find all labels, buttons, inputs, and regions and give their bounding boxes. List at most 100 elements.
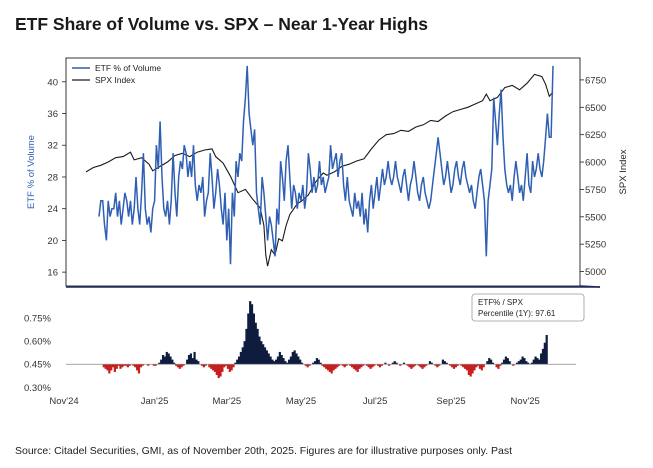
percentile-bar-pos — [445, 362, 448, 365]
legend-etf-label: ETF % of Volume — [95, 63, 161, 73]
percentile-bar-neg — [380, 364, 383, 366]
percentile-bar-neg — [117, 364, 120, 366]
percentile-bar-neg — [115, 364, 118, 369]
percentile-bar-pos — [541, 348, 545, 365]
percentile-bar-pos — [508, 361, 511, 365]
percentile-bar-pos — [287, 359, 291, 365]
percentile-bar-pos — [486, 361, 489, 365]
percentile-bar-neg — [473, 364, 476, 371]
percentile-bar-pos — [488, 358, 491, 365]
percentile-bar-pos — [402, 362, 406, 365]
percentile-bar-neg — [121, 364, 124, 368]
annotation-line-1: ETF% / SPX — [478, 298, 524, 307]
percentile-bar-pos — [165, 351, 168, 365]
percentile-bar-pos — [262, 344, 265, 365]
right-tick-label: 6750 — [585, 75, 606, 86]
chart-title: ETF Share of Volume vs. SPX – Near 1-Yea… — [15, 14, 429, 34]
x-axis: Nov'24 Jan'25 Mar'25 May'25 Jul'25 Sep'25 Nov'… — [49, 396, 539, 407]
percentile-bar-pos — [237, 356, 241, 365]
percentile-bar-neg — [123, 364, 126, 366]
percentile-bar-neg — [152, 364, 155, 366]
top-plot-frame — [65, 57, 581, 287]
percentile-bar-neg — [462, 364, 465, 368]
percentile-bar-neg — [367, 364, 370, 368]
y2-axis-label: SPX Index — [618, 149, 629, 194]
percentile-bar-neg — [321, 364, 324, 366]
percentile-bar-neg — [224, 364, 228, 366]
percentile-bar-pos — [525, 361, 528, 365]
percentile-bar-neg — [204, 364, 207, 366]
percentile-bar-neg — [136, 364, 139, 371]
percentile-bar-neg — [419, 364, 422, 368]
percentile-tick-label: 0.60% — [24, 337, 51, 348]
left-tick-label: 16 — [47, 268, 58, 279]
percentile-bar-pos — [540, 353, 543, 365]
percentile-bar-pos — [430, 362, 433, 365]
percentile-bar-neg — [113, 364, 117, 372]
percentile-bar-neg — [343, 364, 346, 368]
percentile-bar-neg — [230, 364, 233, 371]
percentile-bar-neg — [399, 364, 402, 366]
percentile-bar-pos — [245, 328, 248, 365]
percentile-bar-pos — [391, 362, 394, 365]
percentile-bar-neg — [328, 364, 331, 372]
percentile-bar-neg — [460, 364, 463, 366]
percentile-bar-neg — [345, 364, 348, 366]
percentile-bar-neg — [412, 364, 415, 368]
legend-spx-label: SPX Index — [95, 75, 136, 85]
percentile-bar-pos — [523, 358, 526, 365]
percentile-bar-pos — [273, 361, 276, 365]
percentile-bar-neg — [126, 364, 129, 368]
percentile-bar-pos — [534, 356, 537, 365]
percentile-bar-neg — [174, 364, 178, 366]
percentile-bar-neg — [108, 364, 111, 374]
percentile-bar-neg — [410, 364, 413, 369]
percentile-bar-pos — [163, 356, 167, 365]
percentile-bar-pos — [247, 313, 250, 365]
top-plot-border — [65, 57, 581, 287]
percentile-bar-neg — [438, 364, 441, 366]
percentile-bar-pos — [191, 358, 194, 365]
x-tick-label: May'25 — [286, 396, 316, 407]
percentile-bar-neg — [451, 364, 454, 368]
percentile-bar-neg — [200, 364, 204, 366]
percentile-bar-pos — [297, 356, 300, 365]
percentile-bar-pos — [269, 356, 272, 365]
percentile-bar-pos — [275, 359, 278, 365]
percentile-bar-pos — [289, 356, 293, 365]
percentile-bar-neg — [352, 364, 356, 369]
percentile-bar-pos — [280, 355, 283, 365]
percentile-bar-pos — [312, 362, 315, 365]
percentile-bar-neg — [456, 364, 459, 366]
percentile-bar-pos — [265, 350, 268, 365]
percentile-bar-neg — [358, 364, 361, 369]
percentile-bar-pos — [299, 359, 302, 365]
percentile-bar-neg — [212, 364, 215, 371]
percentile-bar-neg — [406, 364, 409, 366]
percentile-bar-pos — [195, 359, 198, 365]
percentile-bar-neg — [373, 364, 376, 366]
percentile-bar-pos — [504, 356, 508, 365]
percentile-bar-neg — [452, 364, 456, 369]
panel-divider-ext — [579, 285, 601, 288]
percentile-bar-pos — [284, 361, 287, 365]
percentile-bar-pos — [167, 353, 170, 365]
percentile-bar-neg — [371, 364, 374, 368]
percentile-bar-neg — [182, 364, 185, 366]
percentile-bar-pos — [532, 359, 535, 365]
percentile-bar-neg — [119, 364, 122, 369]
percentile-bar-neg — [469, 364, 472, 377]
annotation-box — [471, 293, 585, 322]
percentile-bar-neg — [376, 364, 380, 366]
percentile-bar-neg — [477, 364, 480, 366]
percentile-bar-pos — [252, 313, 255, 365]
percentile-bar-pos — [545, 335, 548, 365]
percentile-bar-neg — [467, 364, 470, 375]
left-tick-label: 28 — [47, 172, 58, 183]
percentile-tick-label: 0.75% — [24, 314, 51, 325]
left-tick-label: 32 — [47, 141, 58, 152]
percentile-bar-pos — [189, 353, 192, 365]
percentile-bar-neg — [423, 364, 426, 368]
percentile-bar-neg — [326, 364, 330, 371]
